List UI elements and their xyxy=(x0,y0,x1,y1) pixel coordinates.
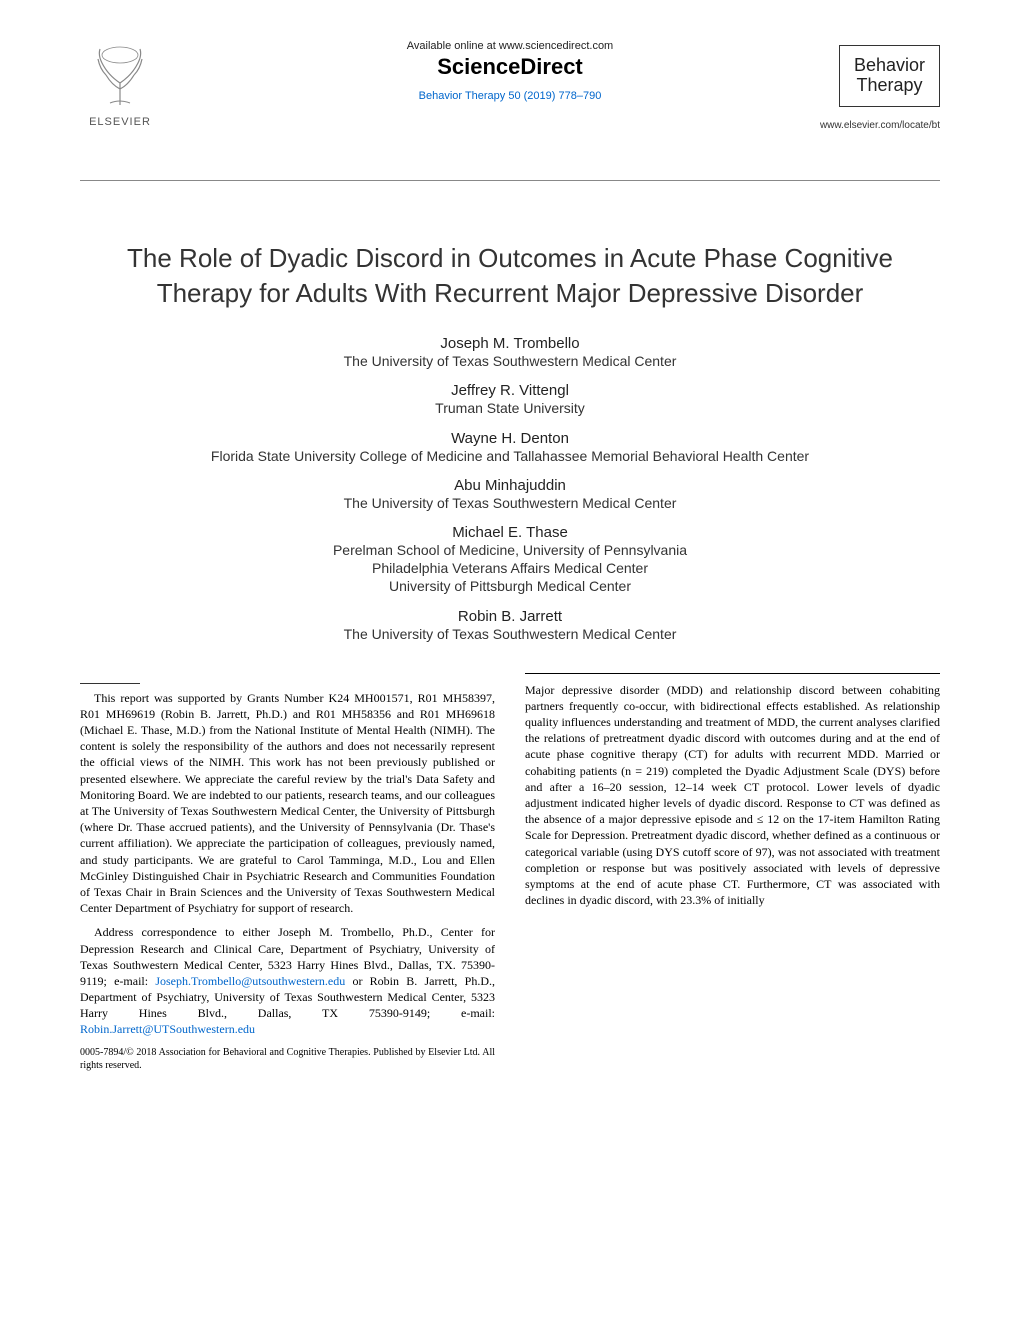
author-name: Michael E. Thase xyxy=(80,524,940,541)
journal-line1: Behavior xyxy=(854,56,925,76)
two-column-body: This report was supported by Grants Numb… xyxy=(80,673,940,1073)
citation-text[interactable]: Behavior Therapy 50 (2019) 778–790 xyxy=(310,90,710,102)
journal-url[interactable]: www.elsevier.com/locate/bt xyxy=(820,120,940,131)
author-affiliation: Perelman School of Medicine, University … xyxy=(80,541,940,559)
correspondence-footnote: Address correspondence to either Joseph … xyxy=(80,924,495,1037)
copyright-text: 0005-7894/© 2018 Association for Behavio… xyxy=(80,1046,495,1073)
right-column: Major depressive disorder (MDD) and rela… xyxy=(525,673,940,1073)
author-name: Wayne H. Denton xyxy=(80,430,940,447)
author-affiliation: University of Pittsburgh Medical Center xyxy=(80,577,940,595)
authors-block: Joseph M. Trombello The University of Te… xyxy=(80,335,940,643)
author-name: Robin B. Jarrett xyxy=(80,608,940,625)
elsevier-label: ELSEVIER xyxy=(80,116,160,128)
author-block: Robin B. Jarrett The University of Texas… xyxy=(80,608,940,643)
page-header: ELSEVIER Available online at www.science… xyxy=(80,40,940,181)
author-affiliation: Philadelphia Veterans Affairs Medical Ce… xyxy=(80,559,940,577)
sciencedirect-logo: ScienceDirect xyxy=(310,54,710,80)
author-affiliation: Florida State University College of Medi… xyxy=(80,447,940,465)
author-block: Wayne H. Denton Florida State University… xyxy=(80,430,940,465)
page: ELSEVIER Available online at www.science… xyxy=(0,0,1020,1113)
journal-line2: Therapy xyxy=(854,76,925,96)
author-block: Jeffrey R. Vittengl Truman State Univers… xyxy=(80,382,940,417)
author-affiliation: Truman State University xyxy=(80,399,940,417)
author-affiliation: The University of Texas Southwestern Med… xyxy=(80,625,940,643)
author-name: Abu Minhajuddin xyxy=(80,477,940,494)
elsevier-logo: ELSEVIER xyxy=(80,45,160,128)
article-title: The Role of Dyadic Discord in Outcomes i… xyxy=(80,241,940,311)
left-column: This report was supported by Grants Numb… xyxy=(80,673,495,1073)
author-block: Joseph M. Trombello The University of Te… xyxy=(80,335,940,370)
header-center: Available online at www.sciencedirect.co… xyxy=(310,40,710,102)
author-affiliation: The University of Texas Southwestern Med… xyxy=(80,494,940,512)
email-link[interactable]: Robin.Jarrett@UTSouthwestern.edu xyxy=(80,1022,255,1036)
abstract-text: Major depressive disorder (MDD) and rela… xyxy=(525,682,940,909)
email-link[interactable]: Joseph.Trombello@utsouthwestern.edu xyxy=(155,974,345,988)
journal-title-box: Behavior Therapy xyxy=(839,45,940,107)
grants-footnote: This report was supported by Grants Numb… xyxy=(80,690,495,917)
author-name: Joseph M. Trombello xyxy=(80,335,940,352)
elsevier-tree-icon xyxy=(88,45,152,109)
abstract-rule xyxy=(525,673,940,674)
author-affiliation: The University of Texas Southwestern Med… xyxy=(80,352,940,370)
footnote-rule xyxy=(80,683,140,684)
author-block: Michael E. Thase Perelman School of Medi… xyxy=(80,524,940,596)
author-name: Jeffrey R. Vittengl xyxy=(80,382,940,399)
author-block: Abu Minhajuddin The University of Texas … xyxy=(80,477,940,512)
available-online-text: Available online at www.sciencedirect.co… xyxy=(310,40,710,52)
